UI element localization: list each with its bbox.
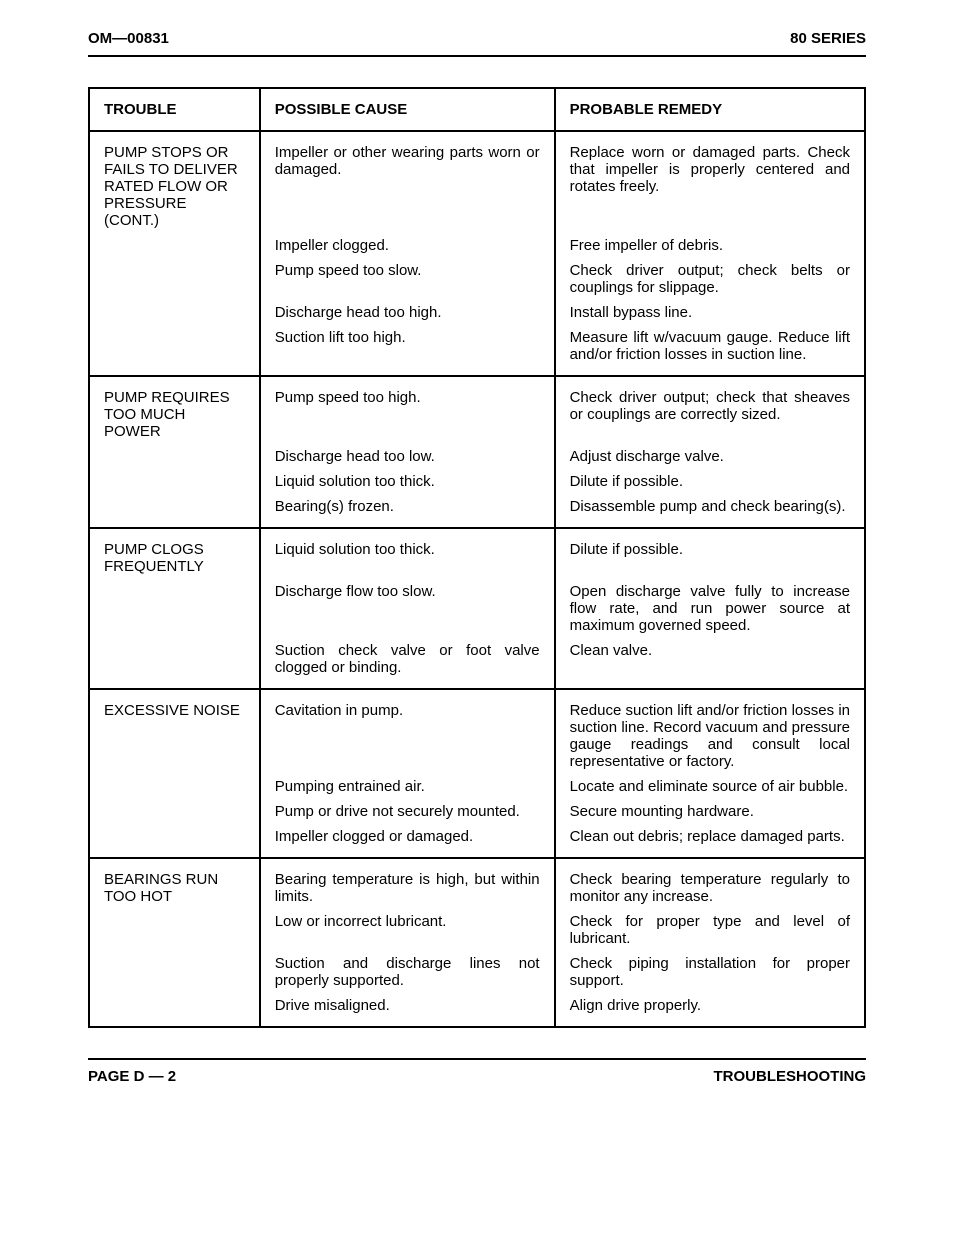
col-header-trouble: TROUBLE xyxy=(89,88,260,131)
cell-trouble xyxy=(89,799,260,824)
header-right: 80 SERIES xyxy=(790,30,866,47)
cell-cause: Suction lift too high. xyxy=(260,325,555,376)
table-row: Liquid solution too thick.Dilute if poss… xyxy=(89,469,865,494)
cell-trouble xyxy=(89,774,260,799)
cell-remedy: Free impeller of debris. xyxy=(555,233,865,258)
cell-cause: Pump speed too slow. xyxy=(260,258,555,300)
cell-trouble: PUMP REQUIRES TOO MUCH POWER xyxy=(89,376,260,444)
cell-cause: Discharge flow too slow. xyxy=(260,579,555,638)
cell-trouble: BEARINGS RUN TOO HOT xyxy=(89,858,260,909)
troubleshooting-table: TROUBLE POSSIBLE CAUSE PROBABLE REMEDY P… xyxy=(88,87,866,1028)
cell-trouble xyxy=(89,300,260,325)
cell-remedy: Locate and eliminate source of air bubbl… xyxy=(555,774,865,799)
cell-trouble xyxy=(89,469,260,494)
cell-remedy: Clean out debris; replace damaged parts. xyxy=(555,824,865,858)
cell-cause: Pump or drive not securely mounted. xyxy=(260,799,555,824)
table-row: Suction and discharge lines not properly… xyxy=(89,951,865,993)
table-row: Low or incorrect lubricant.Check for pro… xyxy=(89,909,865,951)
table-row: Discharge head too high.Install bypass l… xyxy=(89,300,865,325)
table-row: Drive misaligned.Align drive properly. xyxy=(89,993,865,1027)
cell-cause: Cavitation in pump. xyxy=(260,689,555,774)
cell-trouble: PUMP STOPS OR FAILS TO DELIVER RATED FLO… xyxy=(89,131,260,233)
cell-trouble xyxy=(89,951,260,993)
cell-remedy: Open discharge valve fully to increase f… xyxy=(555,579,865,638)
cell-trouble xyxy=(89,258,260,300)
cell-trouble: EXCESSIVE NOISE xyxy=(89,689,260,774)
cell-cause: Liquid solution too thick. xyxy=(260,469,555,494)
table-row: BEARINGS RUN TOO HOTBearing temperature … xyxy=(89,858,865,909)
cell-remedy: Check for proper type and level of lubri… xyxy=(555,909,865,951)
page-container: OM—00831 80 SERIES TROUBLE POSSIBLE CAUS… xyxy=(0,0,954,1115)
cell-trouble xyxy=(89,909,260,951)
table-body: PUMP STOPS OR FAILS TO DELIVER RATED FLO… xyxy=(89,131,865,1027)
cell-cause: Impeller clogged or damaged. xyxy=(260,824,555,858)
table-row: Impeller clogged.Free impeller of debris… xyxy=(89,233,865,258)
page-footer: PAGE D — 2 TROUBLESHOOTING xyxy=(88,1058,866,1085)
cell-cause: Pump speed too high. xyxy=(260,376,555,444)
cell-remedy: Check driver output; check that sheaves … xyxy=(555,376,865,444)
cell-remedy: Align drive properly. xyxy=(555,993,865,1027)
cell-remedy: Measure lift w/vacuum gauge. Reduce lift… xyxy=(555,325,865,376)
cell-remedy: Adjust discharge valve. xyxy=(555,444,865,469)
table-row: Pumping entrained air.Locate and elimina… xyxy=(89,774,865,799)
cell-remedy: Dilute if possible. xyxy=(555,469,865,494)
cell-trouble xyxy=(89,325,260,376)
cell-trouble xyxy=(89,444,260,469)
table-row: EXCESSIVE NOISECavitation in pump.Reduce… xyxy=(89,689,865,774)
cell-cause: Low or incorrect lubricant. xyxy=(260,909,555,951)
cell-trouble xyxy=(89,233,260,258)
cell-trouble xyxy=(89,993,260,1027)
cell-cause: Discharge head too high. xyxy=(260,300,555,325)
table-row: Impeller clogged or damaged.Clean out de… xyxy=(89,824,865,858)
cell-cause: Suction check valve or foot valve clogge… xyxy=(260,638,555,689)
cell-cause: Impeller clogged. xyxy=(260,233,555,258)
table-row: Suction lift too high.Measure lift w/vac… xyxy=(89,325,865,376)
cell-cause: Bearing temperature is high, but within … xyxy=(260,858,555,909)
cell-cause: Discharge head too low. xyxy=(260,444,555,469)
header-left: OM—00831 xyxy=(88,30,169,47)
table-row: Pump or drive not securely mounted.Secur… xyxy=(89,799,865,824)
cell-trouble xyxy=(89,638,260,689)
cell-cause: Suction and discharge lines not properly… xyxy=(260,951,555,993)
table-row: Pump speed too slow.Check driver output;… xyxy=(89,258,865,300)
cell-remedy: Check driver output; check belts or coup… xyxy=(555,258,865,300)
cell-cause: Bearing(s) frozen. xyxy=(260,494,555,528)
page-header: OM—00831 80 SERIES xyxy=(88,30,866,57)
table-row: PUMP STOPS OR FAILS TO DELIVER RATED FLO… xyxy=(89,131,865,233)
cell-cause: Drive misaligned. xyxy=(260,993,555,1027)
table-row: PUMP REQUIRES TOO MUCH POWERPump speed t… xyxy=(89,376,865,444)
cell-remedy: Check piping installation for proper sup… xyxy=(555,951,865,993)
col-header-cause: POSSIBLE CAUSE xyxy=(260,88,555,131)
table-row: Discharge head too low.Adjust discharge … xyxy=(89,444,865,469)
table-row: PUMP CLOGS FREQUENTLYLiquid solution too… xyxy=(89,528,865,579)
cell-cause: Liquid solution too thick. xyxy=(260,528,555,579)
cell-trouble: PUMP CLOGS FREQUENTLY xyxy=(89,528,260,579)
table-header-row: TROUBLE POSSIBLE CAUSE PROBABLE REMEDY xyxy=(89,88,865,131)
cell-trouble xyxy=(89,579,260,638)
cell-remedy: Reduce suction lift and/or friction loss… xyxy=(555,689,865,774)
cell-trouble xyxy=(89,494,260,528)
footer-right: TROUBLESHOOTING xyxy=(714,1068,867,1085)
cell-cause: Pumping entrained air. xyxy=(260,774,555,799)
cell-cause: Impeller or other wearing parts worn or … xyxy=(260,131,555,233)
table-row: Discharge flow too slow.Open discharge v… xyxy=(89,579,865,638)
table-row: Bearing(s) frozen.Disassemble pump and c… xyxy=(89,494,865,528)
table-row: Suction check valve or foot valve clogge… xyxy=(89,638,865,689)
cell-remedy: Dilute if possible. xyxy=(555,528,865,579)
cell-remedy: Install bypass line. xyxy=(555,300,865,325)
cell-remedy: Secure mounting hardware. xyxy=(555,799,865,824)
cell-remedy: Replace worn or damaged parts. Check tha… xyxy=(555,131,865,233)
cell-remedy: Clean valve. xyxy=(555,638,865,689)
footer-left: PAGE D — 2 xyxy=(88,1068,176,1085)
col-header-remedy: PROBABLE REMEDY xyxy=(555,88,865,131)
cell-remedy: Disassemble pump and check bearing(s). xyxy=(555,494,865,528)
cell-remedy: Check bearing temperature regularly to m… xyxy=(555,858,865,909)
cell-trouble xyxy=(89,824,260,858)
